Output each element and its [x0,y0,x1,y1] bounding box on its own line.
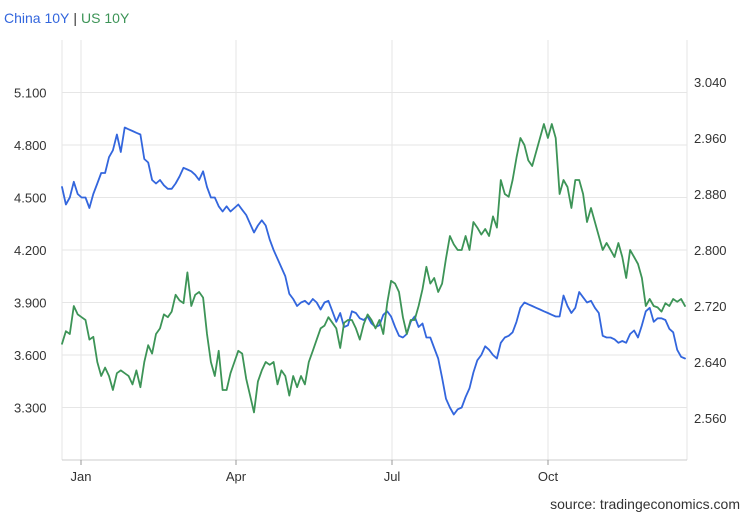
y-left-tick-label: 3.300 [14,401,47,416]
chart-legend: China 10Y | US 10Y [4,10,129,26]
legend-china-10y[interactable]: China 10Y [4,10,70,26]
x-axis: Jan Apr Jul Oct [62,459,687,484]
y-left-tick-label: 3.900 [14,296,47,311]
y-right-tick-label: 2.800 [694,243,727,258]
x-tick-label: Jul [384,469,401,484]
y-left-tick-label: 3.600 [14,348,47,363]
y-left-tick-label: 4.800 [14,138,47,153]
right-axis: 2.560 2.640 2.720 2.800 2.880 2.960 3.040 [694,75,727,426]
y-right-tick-label: 2.560 [694,411,727,426]
x-tick-label: Apr [226,469,247,484]
grid [61,40,688,460]
x-tick-label: Jan [71,469,92,484]
y-left-tick-label: 4.500 [14,191,47,206]
legend-us-10y[interactable]: US 10Y [81,10,130,26]
legend-separator: | [73,10,78,26]
y-right-tick-label: 2.880 [694,187,727,202]
x-tick-label: Oct [538,469,559,484]
left-axis: 3.300 3.600 3.900 4.200 4.500 4.800 5.100 [14,86,47,416]
china-10y-line[interactable] [61,126,686,416]
y-left-tick-label: 5.100 [14,86,47,101]
y-right-tick-label: 2.960 [694,131,727,146]
series-lines [61,123,686,416]
y-right-tick-label: 2.720 [694,299,727,314]
us-10y-line[interactable] [61,123,686,414]
y-right-tick-label: 2.640 [694,355,727,370]
y-left-tick-label: 4.200 [14,243,47,258]
y-right-tick-label: 3.040 [694,75,727,90]
source-label: source: tradingeconomics.com [550,496,740,512]
